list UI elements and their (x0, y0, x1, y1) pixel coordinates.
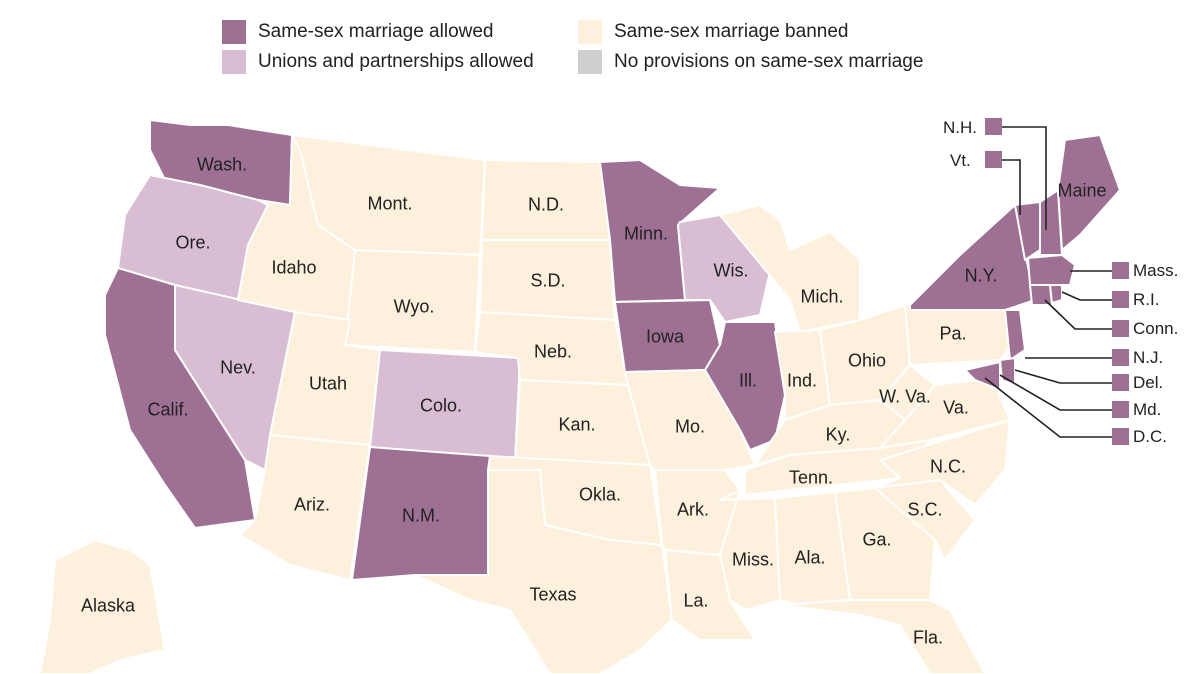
leader-vt (1002, 159, 1021, 215)
label-sc: S.C. (907, 499, 943, 520)
state-ny (909, 204, 1036, 311)
callout-swatch-nh (985, 118, 1002, 135)
legend-swatch-allowed (222, 20, 246, 44)
label-maine: Maine (1057, 180, 1107, 201)
label-idaho: Idaho (271, 257, 317, 278)
label-alaska: Alaska (80, 595, 136, 616)
label-ohio: Ohio (847, 350, 887, 371)
label-ala: Ala. (794, 547, 826, 568)
callout-swatch-mass (1112, 262, 1129, 279)
legend-label-allowed: Same-sex marriage allowed (258, 21, 494, 42)
label-mich: Mich. (800, 286, 844, 307)
label-mont: Mont. (367, 193, 413, 214)
legend-item-unions: Unions and partnerships allowed (222, 50, 534, 74)
label-ind: Ind. (786, 370, 818, 391)
state-maine (1057, 134, 1121, 251)
legend-label-unions: Unions and partnerships allowed (258, 51, 534, 72)
legend-swatch-none (578, 50, 602, 74)
label-texas: Texas (529, 584, 577, 605)
state-mass (1027, 254, 1076, 286)
state-fla (779, 599, 986, 674)
legend-item-none: No provisions on same-sex marriage (578, 50, 923, 74)
state-del (999, 357, 1016, 386)
callout-label-vt: Vt. (950, 151, 971, 170)
label-ariz: Ariz. (294, 494, 330, 515)
label-wva: W. Va. (879, 386, 931, 407)
label-wyo: Wyo. (393, 296, 435, 317)
label-miss: Miss. (732, 549, 774, 570)
legend-item-allowed: Same-sex marriage allowed (222, 20, 494, 44)
state-mich (719, 204, 861, 333)
leader-md (999, 374, 1112, 411)
state-ga (834, 487, 936, 601)
label-sd: S.D. (530, 270, 566, 291)
callout-swatch-nj (1112, 349, 1129, 366)
label-ore: Ore. (175, 232, 211, 253)
callout-label-ri: R.I. (1133, 290, 1160, 309)
callout-swatch-md (1112, 401, 1129, 418)
callout-label-conn: Conn. (1133, 319, 1179, 338)
legend-item-banned: Same-sex marriage banned (578, 20, 848, 44)
label-ill: Ill. (739, 370, 757, 391)
state-alaska (39, 539, 166, 674)
label-calif: Calif. (147, 399, 189, 420)
label-minn: Minn. (623, 223, 669, 244)
label-neb: Neb. (533, 341, 573, 362)
label-ark: Ark. (676, 499, 710, 520)
leader-del (1014, 369, 1112, 384)
label-tenn: Tenn. (788, 467, 834, 488)
label-wis: Wis. (713, 260, 749, 281)
state-texas (414, 469, 673, 674)
label-nm: N.M. (402, 505, 440, 526)
legend-label-none: No provisions on same-sex marriage (614, 51, 924, 72)
leader-dc (984, 377, 1112, 438)
legend-label-banned: Same-sex marriage banned (614, 21, 849, 42)
legend-swatch-unions (222, 50, 246, 74)
label-iowa: Iowa (645, 326, 685, 347)
callout-label-del: Del. (1133, 373, 1164, 392)
label-la: La. (683, 590, 709, 611)
callout-label-nj: N.J. (1133, 348, 1164, 367)
label-ny: N.Y. (964, 265, 998, 286)
label-utah: Utah (308, 373, 348, 394)
callout-label-dc: D.C. (1133, 427, 1167, 446)
leader-ri (1061, 291, 1112, 301)
state-ri (1049, 284, 1063, 304)
state-nj (1004, 309, 1026, 361)
label-kan: Kan. (558, 414, 596, 435)
label-pa: Pa. (939, 323, 967, 344)
label-ga: Ga. (862, 529, 892, 550)
callout-label-nh: N.H. (943, 118, 977, 137)
state-nc (874, 419, 1011, 506)
label-nd: N.D. (528, 194, 564, 215)
state-wva (879, 364, 936, 421)
label-wash: Wash. (196, 154, 248, 175)
state-va (879, 374, 1011, 449)
label-fla: Fla. (912, 627, 944, 648)
state-conn (1029, 284, 1053, 306)
label-okla: Okla. (578, 484, 622, 505)
leader-conn (1044, 299, 1112, 330)
callout-swatch-dc (1112, 428, 1129, 445)
callout-swatch-ri (1112, 291, 1129, 308)
leader-nh (1002, 126, 1047, 230)
label-mo: Mo. (674, 416, 706, 437)
label-nc: N.C. (930, 456, 966, 477)
callout-swatch-conn (1112, 320, 1129, 337)
label-ky: Ky. (825, 424, 851, 445)
callout-lines (984, 126, 1112, 438)
callout-label-md: Md. (1133, 400, 1162, 419)
callout-swatch-vt (985, 151, 1002, 168)
label-nev: Nev. (220, 357, 256, 378)
legend-swatch-banned (578, 20, 602, 44)
label-va: Va. (943, 397, 969, 418)
callout-label-mass: Mass. (1133, 261, 1179, 280)
label-colo: Colo. (419, 395, 463, 416)
callout-swatch-del (1112, 374, 1129, 391)
